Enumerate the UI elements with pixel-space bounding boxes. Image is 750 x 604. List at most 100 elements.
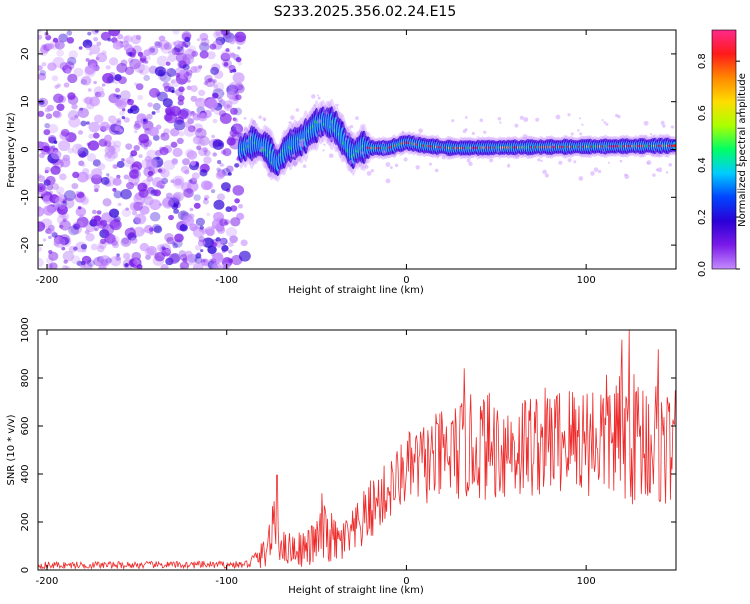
spectrogram-noise-blob <box>171 47 181 56</box>
snr-frame <box>37 329 677 571</box>
spectrogram-y-tick-label: 20 <box>20 48 31 61</box>
spectrogram-noise-blob <box>75 190 80 195</box>
snr-x-tick-label: 0 <box>403 576 409 587</box>
spectrogram-scatter-dot <box>514 123 519 128</box>
spectrogram-noise-blob <box>219 113 232 124</box>
spectrogram-noise-blob <box>155 124 162 130</box>
spectrogram-noise-blob <box>199 225 204 230</box>
spectrogram-noise-blob <box>200 113 206 118</box>
spectrogram-scatter-dot <box>360 151 365 155</box>
spectrogram-noise-blob <box>125 143 133 150</box>
spectrogram-noise-blob <box>167 50 172 55</box>
spectrogram-noise-blob <box>221 49 232 60</box>
colorbar-ticks: 0.0 0.2 0.4 0.6 0.8 <box>697 53 740 277</box>
spectrogram-noise-blob <box>165 257 174 266</box>
spectrogram-noise-blob <box>189 207 194 212</box>
spectrogram-noise-blob <box>186 85 192 91</box>
spectrogram-noise-blob <box>199 42 210 52</box>
spectrogram-scatter-dot <box>348 133 352 138</box>
spectrogram-noise-blob <box>143 145 148 150</box>
spectrogram-scatter-dot <box>329 136 335 142</box>
spectrogram-scatter-dot <box>558 160 563 165</box>
spectrogram-scatter-dot <box>345 132 349 136</box>
spectrogram-noise-blob <box>219 218 228 227</box>
snr-x-tick-label: 100 <box>577 576 596 587</box>
spectrogram-y-tick-label: -20 <box>20 237 31 253</box>
spectrogram-noise-blob <box>67 110 79 121</box>
spectrogram-noise-blob <box>121 116 126 120</box>
spectrogram-scatter-dot <box>552 143 555 147</box>
spectrogram-noise-blob <box>210 189 216 194</box>
spectrogram-noise-blob <box>220 182 231 192</box>
spectrogram-noise-blob <box>113 126 123 135</box>
spectrogram-scatter-dot <box>428 162 432 166</box>
spectrogram-noise-blob <box>97 91 105 98</box>
spectrogram-noise-blob <box>145 158 158 170</box>
spectrogram-noise-blob <box>172 191 184 202</box>
snr-y-tick-label: 600 <box>20 416 31 435</box>
spectrogram-noise-blob <box>233 37 238 42</box>
spectrogram-noise-blob <box>135 83 144 91</box>
spectrogram-noise-blob <box>121 208 132 217</box>
spectrogram-noise-blob <box>158 39 170 50</box>
spectrogram-noise-blob <box>47 62 57 71</box>
spectrogram-noise-blob <box>43 205 55 216</box>
spectrogram-noise-blob <box>62 265 68 269</box>
spectrogram-noise-blob <box>164 232 174 242</box>
spectrogram-scatter-dot <box>507 164 511 168</box>
spectrogram-noise-blob <box>123 117 130 123</box>
spectrogram-noise-blob <box>161 246 166 250</box>
spectrogram-noise-blob <box>106 76 115 84</box>
spectrogram-noise-blob <box>148 126 159 137</box>
spectrogram-noise-blob <box>68 245 77 253</box>
spectrogram-noise-blob <box>202 259 206 263</box>
spectrogram-noise-blob <box>151 111 156 115</box>
spectrogram-scatter-dot <box>646 160 652 166</box>
snr-y-tick-label: 800 <box>20 368 31 387</box>
spectrogram-noise-blob <box>65 68 72 75</box>
spectrogram-noise-blob <box>212 79 217 84</box>
spectrogram-scatter-dot <box>418 128 423 134</box>
spectrogram-noise-blob <box>47 134 57 143</box>
spectrogram-noise-blob <box>70 255 81 265</box>
spectrogram-noise-blob <box>85 58 90 62</box>
spectrogram-noise-blob <box>108 208 120 218</box>
spectrogram-noise-blob <box>38 99 45 105</box>
spectrogram-scatter-dot <box>555 114 561 120</box>
spectrogram-noise-blob <box>139 205 150 215</box>
spectrogram-noise-blob <box>77 206 82 210</box>
colorbar-tick-label: 0.2 <box>697 209 708 225</box>
spectrogram-noise-blob <box>131 210 138 216</box>
spectrogram-noise-blob <box>121 158 125 162</box>
spectrogram-noise-blob <box>204 74 213 83</box>
spectrogram-scatter-dot <box>496 150 500 154</box>
spectrogram-noise-blob <box>192 135 203 145</box>
spectrogram-noise-blob <box>146 113 153 120</box>
spectrogram-scatter-dot <box>382 149 387 155</box>
snr-x-axis-label: Height of straight line (km) <box>288 585 424 596</box>
spectrogram-noise-blob <box>215 237 221 242</box>
spectrogram-noise-blob <box>172 243 179 249</box>
spectrogram-noise-blob <box>102 198 112 207</box>
spectrogram-noise-blob <box>41 44 47 49</box>
spectrogram-noise-blob <box>128 258 138 267</box>
spectrogram-noise-blob <box>110 151 119 159</box>
spectrogram-noise-blob <box>218 110 227 117</box>
spectrogram-noise-blob <box>195 253 202 259</box>
spectrogram-noise-blob <box>206 51 216 60</box>
spectrogram-scatter-dot <box>579 132 583 136</box>
spectrogram-noise-blob <box>157 168 163 173</box>
spectrogram-noise-blob <box>44 107 51 113</box>
spectrogram-noise-blob <box>228 249 233 254</box>
spectrogram-noise-blob <box>133 144 140 151</box>
spectrogram-scatter-dot <box>601 119 604 122</box>
spectrogram-noise-blob <box>62 197 75 209</box>
spectrogram-scatter-dot <box>394 163 399 168</box>
spectrogram-noise-blob <box>128 51 133 56</box>
spectrogram-scatter-dot <box>273 145 278 150</box>
spectrogram-scatter-dot <box>615 113 619 118</box>
spectrogram-noise-blob <box>139 69 144 74</box>
spectrogram-noise-blob <box>109 255 122 267</box>
spectrogram-scatter-dot <box>267 172 272 178</box>
spectrogram-noise-blob <box>38 173 42 179</box>
